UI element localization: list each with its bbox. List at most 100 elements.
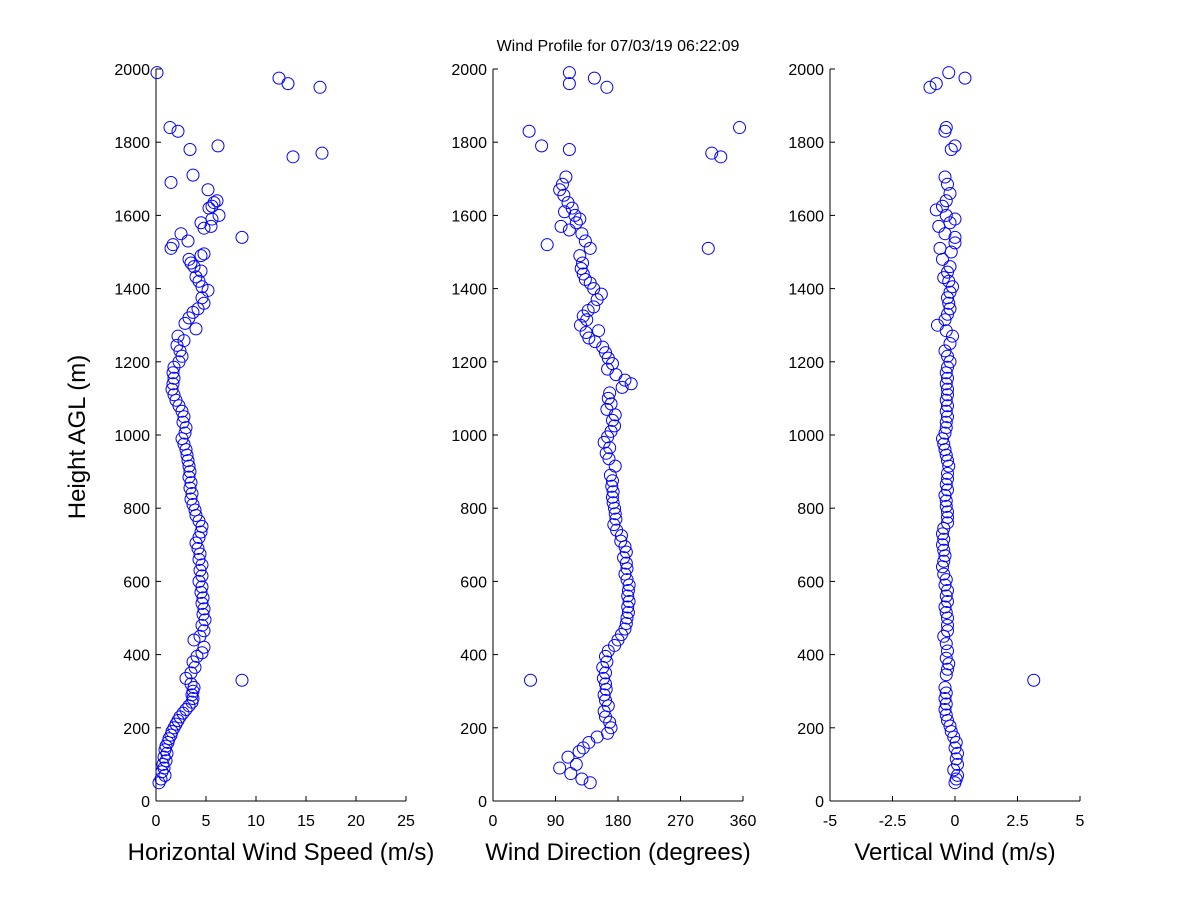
x-tick-label: 5 <box>202 813 211 830</box>
data-point <box>179 703 193 716</box>
data-point <box>559 170 573 184</box>
data-point <box>204 219 218 233</box>
data-point <box>177 410 191 424</box>
data-point <box>197 624 211 638</box>
data-point <box>535 139 549 153</box>
data-point <box>600 80 614 94</box>
data-point <box>939 415 953 429</box>
x-tick-label: -5 <box>823 813 837 830</box>
data-point <box>194 585 208 599</box>
data-point <box>198 613 212 627</box>
data-point <box>169 717 183 731</box>
data-point <box>938 703 952 716</box>
x-tick-label: 270 <box>667 813 694 830</box>
data-point <box>558 205 572 219</box>
data-point <box>195 569 209 583</box>
data-point <box>166 377 180 391</box>
data-point <box>564 767 578 781</box>
data-point <box>175 349 189 363</box>
y-tick-label: 0 <box>478 794 487 811</box>
data-point <box>313 80 327 94</box>
y-tick-label: 800 <box>123 501 150 518</box>
y-tick-label: 400 <box>460 648 487 665</box>
y-tick-label: 1400 <box>114 282 150 299</box>
data-point <box>605 490 619 504</box>
data-point <box>714 150 728 164</box>
data-point <box>603 386 617 400</box>
data-point <box>619 616 633 630</box>
data-point <box>608 419 622 433</box>
data-point <box>939 606 953 620</box>
data-point <box>608 501 622 515</box>
data-point <box>171 713 185 727</box>
data-point <box>943 186 957 200</box>
data-point <box>939 499 953 513</box>
data-point <box>592 324 606 338</box>
data-point <box>621 600 635 614</box>
data-point <box>939 393 953 407</box>
data-point <box>948 776 962 790</box>
data-point <box>157 750 171 764</box>
y-tick-label: 200 <box>123 721 150 738</box>
data-point <box>941 584 954 598</box>
data-point <box>948 741 962 755</box>
data-point <box>938 426 952 440</box>
data-point <box>181 454 195 468</box>
data-point <box>606 496 620 510</box>
y-tick-label: 0 <box>815 794 824 811</box>
data-point <box>554 219 568 233</box>
data-point <box>182 459 196 473</box>
data-point <box>942 66 956 80</box>
y-tick-label: 400 <box>123 648 150 665</box>
data-point <box>590 293 604 307</box>
data-point <box>941 291 954 305</box>
y-tick-label: 1200 <box>788 355 824 372</box>
x-tick-label: 0 <box>489 813 498 830</box>
data-point <box>923 80 937 94</box>
data-point <box>936 527 949 541</box>
y-tick-label: 600 <box>460 574 487 591</box>
data-point <box>173 710 187 724</box>
data-point <box>150 66 164 80</box>
data-point <box>937 543 951 557</box>
data-point <box>939 121 953 135</box>
data-point <box>941 399 954 413</box>
data-point <box>160 746 174 760</box>
data-point <box>941 382 954 396</box>
data-point <box>569 216 583 230</box>
data-point <box>201 183 215 197</box>
data-point <box>162 732 176 746</box>
y-tick-label: 1400 <box>451 282 487 299</box>
y-tick-label: 1800 <box>788 135 824 152</box>
data-point <box>165 382 179 396</box>
x-tick-label: -2.5 <box>879 813 907 830</box>
wind-direction-panel: 0 200 400 600 800 1000 1200 1400 1600 1800 2000 0 90… <box>451 62 756 866</box>
data-point <box>599 677 612 691</box>
data-point <box>958 71 972 85</box>
data-point <box>181 234 195 248</box>
data-point <box>939 589 953 603</box>
data-point <box>197 296 211 310</box>
data-point <box>609 368 623 382</box>
data-point <box>575 772 589 786</box>
data-point <box>576 267 590 281</box>
data-point <box>183 481 197 495</box>
y-tick-label: 2000 <box>788 62 824 79</box>
data-point <box>167 371 181 385</box>
data-point <box>587 71 601 85</box>
data-point <box>948 230 962 244</box>
y-tick-label: 1000 <box>788 428 824 445</box>
data-point <box>937 437 951 451</box>
data-point <box>938 124 952 138</box>
data-point <box>575 227 589 241</box>
data-point <box>951 746 964 760</box>
data-point <box>211 139 225 153</box>
data-point <box>941 466 954 480</box>
data-point <box>939 651 953 665</box>
data-point <box>182 311 196 325</box>
data-point <box>942 657 956 671</box>
data-point <box>939 208 953 222</box>
x-axis-label: Horizontal Wind Speed (m/s) <box>128 839 435 866</box>
data-point <box>937 567 951 581</box>
y-tick-label: 800 <box>460 501 487 518</box>
